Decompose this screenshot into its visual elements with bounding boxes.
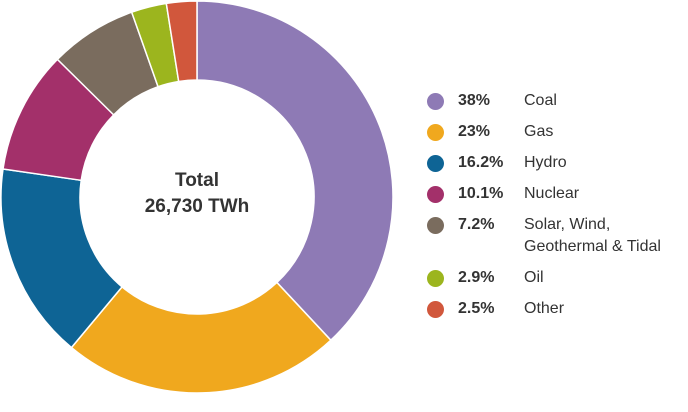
legend-swatch-coal [427,93,444,110]
legend-item-other: 2.5% Other [427,298,685,329]
legend-item-gas: 23% Gas [427,121,685,152]
legend-item-nuclear: 10.1% Nuclear [427,183,685,214]
legend-value-oil: 2.9% [458,269,495,286]
donut-slice-other [165,0,198,83]
center-label-line2: 26,730 TWh [145,196,250,217]
legend-item-renewables: 7.2% Solar, Wind, Geothermal & Tidal [427,214,685,267]
legend-value-hydro: 16.2% [458,154,504,171]
legend-value-nuclear: 10.1% [458,185,504,202]
legend-label-coal: Coal [524,92,557,109]
legend-label-nuclear: Nuclear [524,185,580,202]
legend-value-other: 2.5% [458,300,495,317]
legend-label-gas: Gas [524,123,554,140]
legend-swatch-gas [427,124,444,141]
legend-swatch-renewables [427,217,444,234]
donut-chart: Total 26,730 TWh [0,0,394,394]
legend-swatch-oil [427,270,444,287]
legend-swatch-hydro [427,155,444,172]
legend-item-oil: 2.9% Oil [427,267,685,298]
legend-item-coal: 38% Coal [427,90,685,121]
legend-item-hydro: 16.2% Hydro [427,152,685,183]
donut-slices [0,0,394,394]
legend-label-other: Other [524,300,565,317]
legend-value-coal: 38% [458,92,491,109]
legend-value-gas: 23% [458,123,491,140]
legend-label-renewables: Solar, Wind, Geothermal & Tidal [524,216,661,255]
center-label-line1: Total [175,170,219,191]
legend-value-renewables: 7.2% [458,216,495,233]
legend: 38% Coal 23% Gas 16.2% Hydro 10.1% Nucle… [427,90,685,329]
donut-slice-coal [196,0,394,342]
legend-swatch-nuclear [427,186,444,203]
legend-swatch-other [427,301,444,318]
legend-label-oil: Oil [524,269,544,286]
legend-label-hydro: Hydro [524,154,567,171]
donut-slice-gas [70,281,332,394]
